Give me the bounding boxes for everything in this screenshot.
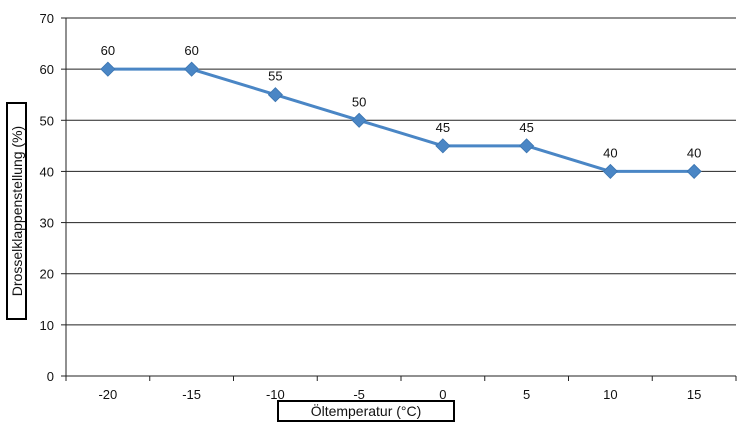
x-tick-label: -10: [266, 387, 285, 402]
x-tick-label: -15: [182, 387, 201, 402]
series-line-path: [107, 67, 695, 173]
y-tick-label: 50: [40, 113, 54, 128]
data-label: 40: [687, 145, 701, 160]
data-label: 40: [603, 145, 617, 160]
data-point-marker: [686, 163, 702, 179]
x-tick-label: 0: [439, 387, 446, 402]
y-tick-label: 10: [40, 318, 54, 333]
y-axis-label-box: Drosselklappenstellung (%): [6, 102, 27, 320]
axes: [61, 17, 737, 381]
data-point-marker: [100, 61, 116, 77]
y-tick-label: 40: [40, 164, 54, 179]
data-point-marker: [519, 138, 535, 154]
y-tick-label: 0: [47, 369, 54, 384]
y-axis-label: Drosselklappenstellung (%): [8, 125, 25, 297]
x-tick-label: -5: [353, 387, 365, 402]
data-label: 60: [101, 43, 115, 58]
x-tick-label: 5: [523, 387, 530, 402]
data-point-marker: [267, 87, 283, 103]
data-label: 45: [436, 120, 450, 135]
data-label: 60: [184, 43, 198, 58]
data-point-marker: [184, 61, 200, 77]
data-point-marker: [435, 138, 451, 154]
data-label: 45: [519, 120, 533, 135]
x-tick-labels: -20 -15 -10 -5 0 5 10 15: [98, 387, 701, 402]
y-tick-labels: 0 10 20 30 40 50 60 70: [40, 11, 54, 384]
y-tick-label: 60: [40, 62, 54, 77]
data-label: 50: [352, 94, 366, 109]
data-point-marker: [602, 163, 618, 179]
x-tick-label: -20: [98, 387, 117, 402]
data-labels: 60 60 55 50 45 45 40 40: [101, 43, 702, 160]
x-tick-label: 10: [603, 387, 617, 402]
data-label: 55: [268, 69, 282, 84]
data-point-marker: [351, 112, 367, 128]
y-tick-label: 70: [40, 11, 54, 26]
y-tick-label: 30: [40, 216, 54, 231]
series-line: [107, 67, 695, 173]
x-tick-label: 15: [687, 387, 701, 402]
y-tick-label: 20: [40, 267, 54, 282]
series-markers: [100, 61, 702, 179]
x-axis-label: Öltemperatur (°C): [310, 403, 422, 419]
x-axis-label-box: Öltemperatur (°C): [277, 400, 455, 422]
